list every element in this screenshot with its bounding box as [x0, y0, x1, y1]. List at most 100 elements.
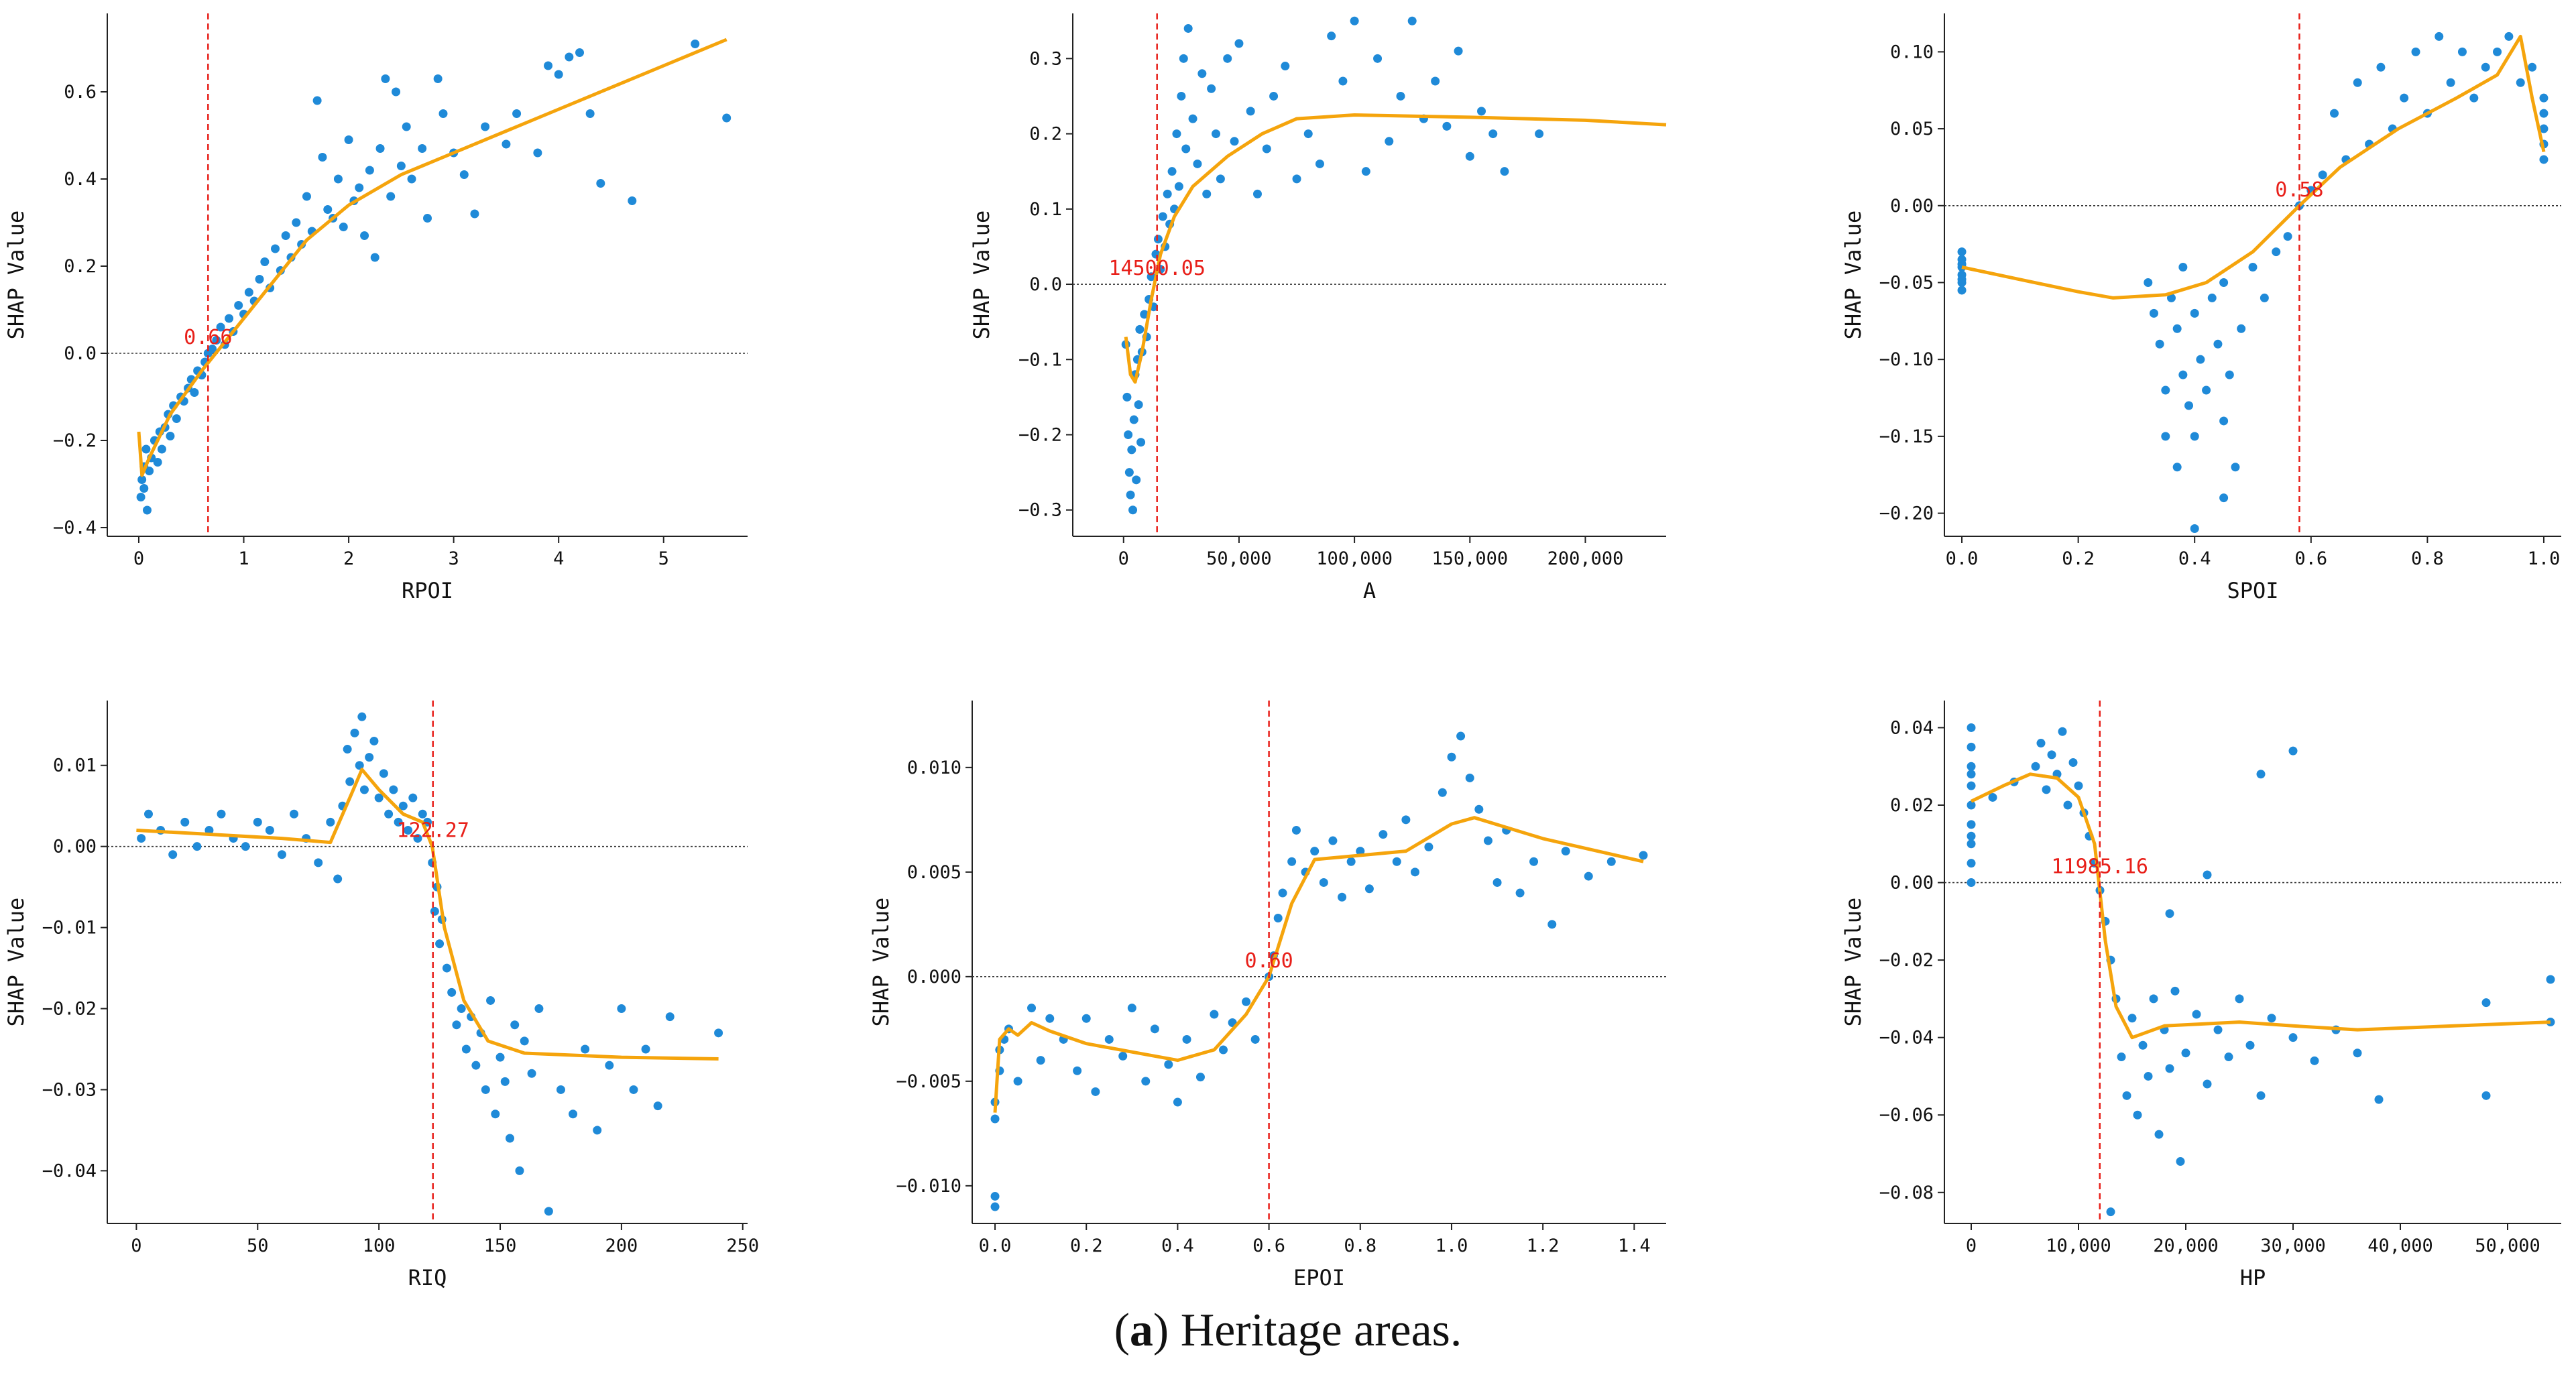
scatter-point [1150, 1024, 1159, 1034]
scatter-point [1013, 1077, 1022, 1086]
scatter-point [596, 179, 605, 188]
scatter-point [1483, 836, 1492, 845]
scatter-point [1027, 1004, 1037, 1013]
scatter-point [2219, 278, 2229, 287]
scatter-point [333, 874, 343, 884]
threshold-label: 14500.05 [1108, 257, 1206, 280]
x-tick-label: 50,000 [1206, 548, 1272, 569]
x-tick-label: 1.0 [1436, 1236, 1468, 1256]
scatter-point [344, 135, 353, 144]
scatter-point [1134, 400, 1143, 410]
scatter-point [2435, 32, 2444, 41]
trend-line [1961, 34, 2546, 300]
scatter-point [2546, 1018, 2555, 1027]
scatter-point [2318, 170, 2327, 180]
scatter-point [143, 809, 153, 819]
x-tick-label: 100 [363, 1236, 396, 1256]
x-tick-label: 30,000 [2260, 1236, 2326, 1256]
scatter-point [253, 817, 262, 827]
scatter-point [142, 505, 152, 515]
x-tick-label: 0.4 [2178, 548, 2211, 569]
scatter-point [208, 345, 217, 353]
scatter-point [290, 809, 299, 819]
trend-line [136, 768, 719, 1061]
threshold-label: 0.60 [1244, 949, 1293, 973]
scatter-point [1124, 468, 1134, 477]
scatter-point [1091, 1087, 1100, 1096]
y-tick-label: −0.2 [53, 430, 97, 451]
scatter-point [1135, 324, 1145, 334]
scatter-point [1132, 475, 1141, 485]
scatter-point [1447, 752, 1456, 762]
y-tick-label: 0.0 [1029, 274, 1062, 295]
y-tick-label: 0.04 [1890, 717, 1934, 738]
scatter-point [435, 939, 445, 949]
y-tick-label: 0.000 [907, 967, 961, 987]
scatter-point [2036, 739, 2046, 748]
y-axis-label: SHAP Value [1840, 211, 1866, 340]
scatter-point [1174, 182, 1183, 191]
scatter-point [1292, 174, 1301, 184]
scatter-point [1136, 438, 1146, 447]
scatter-point [581, 1044, 590, 1054]
scatter-point [990, 1191, 1000, 1201]
scatter-point [265, 825, 274, 835]
scatter-point [1310, 847, 1320, 856]
scatter-point [2203, 870, 2212, 880]
scatter-point [1967, 742, 1976, 751]
scatter-point [204, 825, 214, 835]
scatter-point [1210, 1010, 1219, 1019]
scatter-point [2190, 524, 2199, 534]
scatter-point [2149, 994, 2158, 1004]
x-tick-label: 150 [484, 1236, 517, 1256]
scatter-point [2178, 263, 2188, 272]
x-tick-label: 3 [449, 548, 459, 569]
scatter-point [281, 231, 290, 240]
scatter-point [2481, 998, 2491, 1008]
threshold-label: 122.27 [397, 819, 469, 843]
scatter-point [2074, 781, 2083, 790]
scatter-point [1281, 62, 1290, 71]
scatter-point [1396, 91, 1405, 101]
x-tick-label: 1 [238, 548, 249, 569]
threshold-label: 11985.16 [2052, 855, 2149, 879]
y-tick-label: −0.10 [1879, 349, 1934, 370]
scatter-point [629, 1085, 638, 1094]
scatter-point [2149, 308, 2158, 318]
scatter-point [2178, 370, 2188, 379]
scatter-point [1246, 107, 1255, 116]
scatter-point [1179, 54, 1188, 63]
scatter-point [1182, 1034, 1191, 1044]
scatter-point [2068, 758, 2078, 767]
scatter-point [605, 1061, 614, 1070]
x-tick-label: 200 [605, 1236, 638, 1256]
scatter-point [544, 61, 553, 70]
scatter-point [1158, 212, 1167, 221]
scatter-point [2190, 308, 2199, 318]
scatter-point [2181, 1048, 2190, 1058]
scatter-point [365, 166, 374, 175]
scatter-point [2058, 727, 2067, 736]
scatter-point [1361, 167, 1370, 176]
trend-line [1970, 772, 2551, 1040]
figure-caption: (a) Heritage areas. [1114, 1305, 1462, 1356]
scatter-point [1197, 69, 1207, 78]
x-tick-label: 4 [553, 548, 564, 569]
scatter-point [2166, 293, 2176, 302]
scatter-point [1315, 159, 1324, 168]
scatter-point [1223, 54, 1232, 63]
scatter-point [1129, 415, 1138, 424]
scatter-point [2213, 1025, 2223, 1034]
scatter-point [2539, 155, 2549, 164]
scatter-point [1273, 913, 1283, 922]
x-tick-label: 10,000 [2046, 1236, 2111, 1256]
scatter-point [1957, 247, 1967, 257]
y-tick-label: 0.05 [1890, 119, 1934, 139]
x-tick-label: 0 [1966, 1236, 1977, 1256]
scatter-point [2546, 975, 2555, 984]
scatter-point [512, 109, 522, 118]
scatter-point [1373, 54, 1383, 63]
scatter-point [2154, 1130, 2164, 1139]
x-tick-label: 0.8 [1344, 1236, 1377, 1256]
scatter-point [2203, 1079, 2212, 1089]
